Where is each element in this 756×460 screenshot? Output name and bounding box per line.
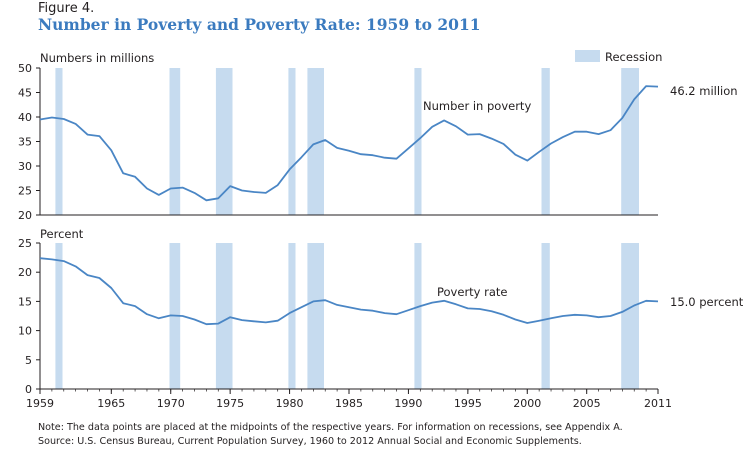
y-tick-label: 20 [18, 209, 32, 222]
recession-band [55, 243, 63, 389]
y-axis-title: Numbers in millions [40, 51, 154, 65]
figure-title: Number in Poverty and Poverty Rate: 1959… [38, 15, 481, 34]
recession-band [307, 68, 324, 215]
x-tick-label: 1965 [97, 397, 125, 410]
y-tick-label: 30 [18, 160, 32, 173]
end-value-label: 46.2 million [670, 84, 738, 98]
x-tick-label: 1985 [335, 397, 363, 410]
legend: Recession [575, 50, 662, 64]
y-tick-label: 25 [18, 185, 32, 198]
legend-swatch [575, 50, 600, 62]
y-tick-label: 10 [18, 325, 32, 338]
series-label: Number in poverty [423, 99, 531, 113]
y-tick-label: 40 [18, 111, 32, 124]
series-line [39, 257, 659, 326]
end-value-label: 15.0 percent [670, 295, 744, 309]
recession-band [414, 68, 422, 215]
series-label: Poverty rate [437, 285, 508, 299]
y-axis-title: Percent [40, 227, 84, 241]
recession-band [288, 243, 296, 389]
x-tick-label: 1980 [276, 397, 304, 410]
x-tick-label: 1990 [394, 397, 422, 410]
source-text: Source: U.S. Census Bureau, Current Popu… [38, 436, 582, 447]
legend-label: Recession [605, 50, 662, 64]
figure-label: Figure 4. [38, 1, 95, 16]
poverty-chart: 20 25 30 35 40 45 50 Numbers in millions 0 5 10 15 2… [18, 50, 744, 410]
recession-band [55, 68, 63, 215]
recession-band [414, 243, 422, 389]
recession-band [541, 243, 550, 389]
x-tick-label: 2011 [644, 397, 672, 410]
notes: Note: The data points are placed at the … [38, 421, 623, 449]
recession-band [621, 243, 639, 389]
recession-band [541, 68, 550, 215]
y-tick-label: 15 [18, 295, 32, 308]
recession-band [288, 68, 296, 215]
x-tick-label: 2005 [573, 397, 601, 410]
recession-band [307, 243, 324, 389]
note-text: Note: The data points are placed at the … [38, 422, 623, 433]
x-tick-label: 1995 [454, 397, 482, 410]
y-tick-label: 45 [18, 87, 32, 100]
y-tick-label: 50 [18, 62, 32, 75]
series-line [39, 85, 659, 202]
x-tick-label: 1970 [157, 397, 185, 410]
series-lines: Number in poverty 46.2 million Poverty rat… [39, 84, 744, 326]
y-tick-label: 35 [18, 136, 32, 149]
recession-band [621, 68, 639, 215]
y-tick-label: 0 [25, 383, 32, 396]
y-tick-label: 25 [18, 237, 32, 250]
recession-bands [55, 68, 639, 389]
x-tick-label: 1975 [216, 397, 244, 410]
recession-band [215, 68, 233, 215]
recession-band [215, 243, 233, 389]
axes: 20 25 30 35 40 45 50 Numbers in millions 0 5 10 15 2… [18, 51, 672, 410]
x-tick-label: 1959 [26, 397, 54, 410]
recession-band [169, 68, 181, 215]
x-tick-label: 2000 [513, 397, 541, 410]
y-tick-label: 5 [25, 354, 32, 367]
y-tick-label: 20 [18, 266, 32, 279]
